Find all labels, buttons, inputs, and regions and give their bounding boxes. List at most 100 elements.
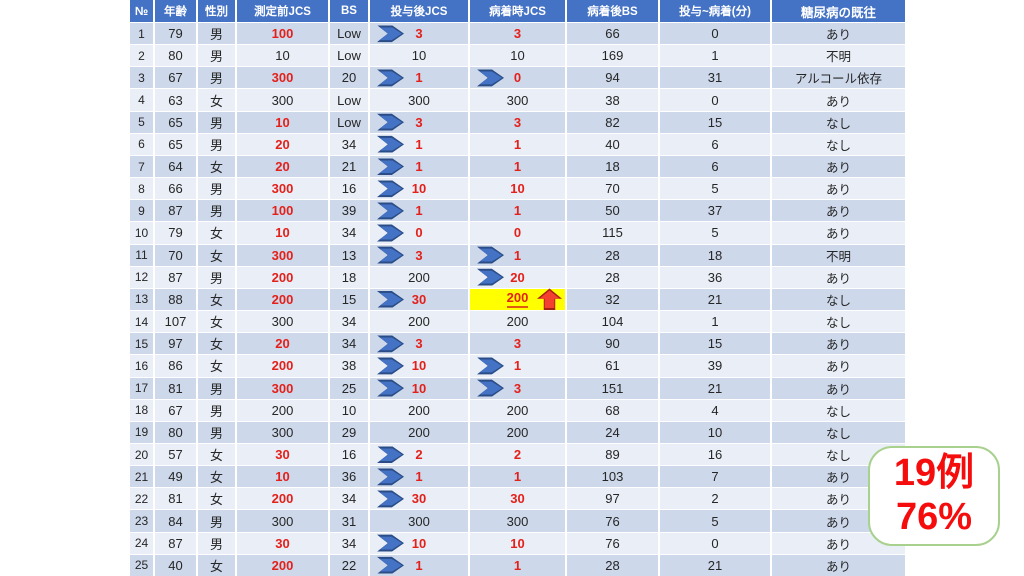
cell-bs: 39 — [330, 200, 370, 222]
cell-sex-value: 男 — [209, 182, 223, 198]
blue-chevron-icon — [377, 335, 404, 353]
cell-pre-jcs-value: 300 — [271, 70, 294, 86]
blue-chevron-fill — [379, 27, 402, 41]
cell-arrival-jcs: 300 — [470, 89, 567, 111]
cell-post-jcs-value: 10 — [411, 380, 427, 396]
blue-chevron-icon — [377, 25, 404, 43]
cell-no: 3 — [130, 67, 155, 89]
table-header-row: № 年齢 性別 測定前JCS BS 投与後JCS 病着時JCS 病着後BS 投与~病着(分) 糖尿… — [130, 0, 905, 22]
cell-post-jcs: 0 — [370, 222, 470, 244]
cell-sex: 男 — [198, 178, 237, 200]
cell-post-jcs: 1 — [370, 466, 470, 488]
cell-sex-value: 男 — [209, 49, 223, 65]
cell-age: 40 — [155, 554, 198, 576]
cell-sex-value: 女 — [209, 359, 223, 375]
cell-pre-jcs: 10 — [237, 45, 330, 67]
table-body: 1 79 男 100 Low 3 3 66 0 あり 2 80 男 10 Low 10 10 169 1 不明 3 67 男… — [130, 22, 905, 576]
cell-no-value: 11 — [135, 248, 148, 263]
cell-diabetes: 不明 — [772, 244, 905, 266]
column-header-bs: BS — [330, 0, 370, 22]
cell-diabetes: なし — [772, 111, 905, 133]
cell-age-value: 86 — [168, 358, 183, 374]
cell-arrival-bs-value: 76 — [605, 535, 620, 551]
cell-minutes-value: 4 — [711, 402, 719, 418]
table-row: 2 80 男 10 Low 10 10 169 1 不明 — [130, 44, 905, 67]
cell-sex-value: 女 — [209, 160, 223, 176]
cell-pre-jcs-value: 20 — [275, 159, 290, 175]
blue-chevron-fill — [379, 137, 402, 151]
cell-arrival-jcs-value: 2 — [513, 447, 522, 463]
cell-post-jcs: 1 — [370, 155, 470, 178]
cell-age: 63 — [155, 89, 198, 111]
cell-age: 80 — [155, 45, 198, 67]
cell-pre-jcs: 300 — [237, 510, 330, 532]
cell-sex-value: 女 — [209, 558, 223, 574]
cell-pre-jcs-value: 200 — [271, 491, 294, 507]
cell-minutes: 1 — [660, 45, 772, 67]
cell-diabetes-value: あり — [825, 493, 851, 508]
cell-age-value: 79 — [168, 225, 183, 241]
cell-bs: 13 — [330, 244, 370, 266]
cell-diabetes-value: あり — [825, 227, 851, 242]
cell-no: 10 — [130, 222, 155, 244]
cell-arrival-jcs-value: 3 — [513, 114, 522, 130]
cell-sex: 女 — [198, 244, 237, 266]
cell-pre-jcs: 20 — [237, 133, 330, 155]
cell-minutes: 4 — [660, 399, 772, 421]
cell-pre-jcs-value: 10 — [275, 114, 290, 130]
cell-post-jcs-value: 10 — [411, 181, 427, 197]
cell-no: 1 — [130, 23, 155, 45]
cell-age-value: 66 — [168, 181, 183, 197]
cell-post-jcs-value: 200 — [408, 402, 430, 418]
table-row: 20 57 女 30 16 2 2 89 16 なし — [130, 442, 905, 466]
cell-arrival-jcs: 1 — [470, 466, 567, 488]
column-header-pre-jcs: 測定前JCS — [237, 0, 330, 22]
cell-arrival-bs: 103 — [567, 466, 660, 488]
table-row: 18 67 男 200 10 200 200 68 4 なし — [130, 398, 905, 421]
cell-age: 81 — [155, 377, 198, 399]
cell-sex: 男 — [198, 133, 237, 155]
table-row: 19 80 男 300 29 200 200 24 10 なし — [130, 420, 905, 443]
cell-arrival-jcs-value: 200 — [506, 290, 529, 309]
cell-arrival-bs: 28 — [567, 554, 660, 576]
cell-minutes-value: 21 — [707, 380, 723, 396]
cell-age-value: 63 — [168, 92, 183, 108]
cell-no-value: 12 — [134, 270, 149, 285]
blue-chevron-icon — [377, 158, 404, 176]
blue-chevron-fill — [379, 292, 402, 306]
cell-no: 19 — [130, 421, 155, 443]
cell-bs: Low — [330, 23, 370, 45]
cell-age-value: 97 — [168, 336, 183, 352]
cell-arrival-bs: 76 — [567, 510, 660, 532]
blue-chevron-icon — [377, 357, 404, 375]
cell-post-jcs: 3 — [370, 23, 470, 45]
cell-no-value: 5 — [138, 115, 145, 130]
cell-no: 21 — [130, 466, 155, 488]
cell-arrival-bs: 94 — [567, 67, 660, 89]
blue-chevron-icon — [377, 135, 404, 153]
cell-pre-jcs-value: 30 — [275, 535, 290, 551]
cell-bs-value: 34 — [341, 336, 357, 352]
cell-arrival-jcs-value: 200 — [506, 314, 529, 330]
cell-no-value: 9 — [138, 203, 145, 218]
cell-pre-jcs-value: 100 — [271, 203, 294, 219]
cell-minutes: 0 — [660, 532, 772, 554]
cell-bs: 34 — [330, 333, 370, 355]
blue-chevron-icon — [377, 180, 404, 198]
cell-bs-value: Low — [337, 26, 361, 42]
cell-no-value: 1 — [138, 26, 145, 41]
cell-sex-value: 女 — [209, 448, 223, 464]
cell-no: 25 — [130, 554, 155, 576]
cell-arrival-bs: 169 — [567, 45, 660, 67]
cell-minutes: 36 — [660, 266, 772, 288]
cell-arrival-bs-value: 151 — [601, 380, 624, 396]
cell-arrival-jcs-value: 300 — [506, 513, 529, 529]
cell-bs: 20 — [330, 67, 370, 89]
cell-bs: 16 — [330, 178, 370, 200]
blue-chevron-icon — [477, 246, 504, 264]
cell-arrival-bs-value: 89 — [605, 447, 620, 463]
cell-arrival-jcs-value: 0 — [513, 70, 522, 86]
cell-post-jcs-value: 3 — [415, 336, 423, 352]
table-row: 21 49 女 10 36 1 1 103 7 あり — [130, 465, 905, 488]
table-row: 11 70 女 300 13 3 1 28 18 不明 — [130, 243, 905, 266]
